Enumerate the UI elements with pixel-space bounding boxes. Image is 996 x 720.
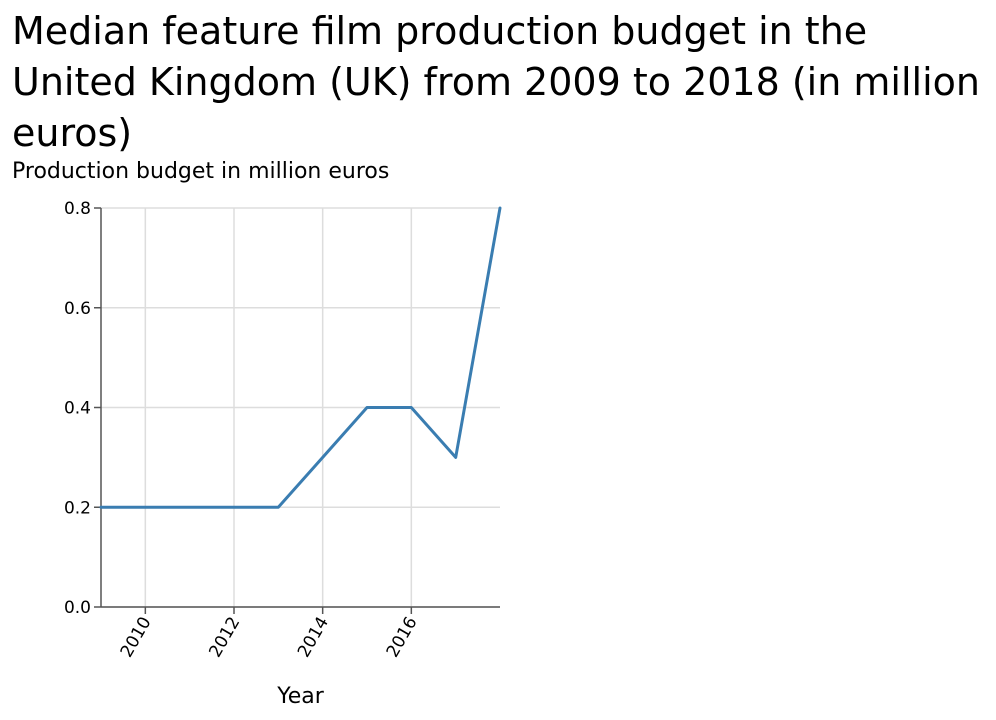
- axes: [94, 207, 500, 614]
- y-tick-label: 0.8: [64, 199, 91, 219]
- series-layer: [99, 206, 502, 509]
- y-tick-label: 0.4: [64, 399, 91, 419]
- x-tick-label: 2010: [117, 614, 156, 661]
- y-tick-label: 0.6: [64, 299, 91, 319]
- tick-labels: 0.0 0.2 0.4 0.6 0.8 2010 2012 2014 2016: [64, 199, 422, 661]
- x-tick-label: 2016: [383, 614, 422, 661]
- x-axis-title: Year: [276, 684, 325, 709]
- chart-title: Median feature film production budget in…: [12, 9, 980, 155]
- x-tick-label: 2012: [205, 614, 244, 661]
- y-tick-label: 0.0: [64, 598, 91, 618]
- grid-lines: [101, 207, 500, 608]
- series-line: [99, 206, 502, 509]
- x-tick-label: 2014: [294, 614, 333, 661]
- y-axis-title: Production budget in million euros: [12, 159, 390, 184]
- y-tick-label: 0.2: [64, 498, 91, 518]
